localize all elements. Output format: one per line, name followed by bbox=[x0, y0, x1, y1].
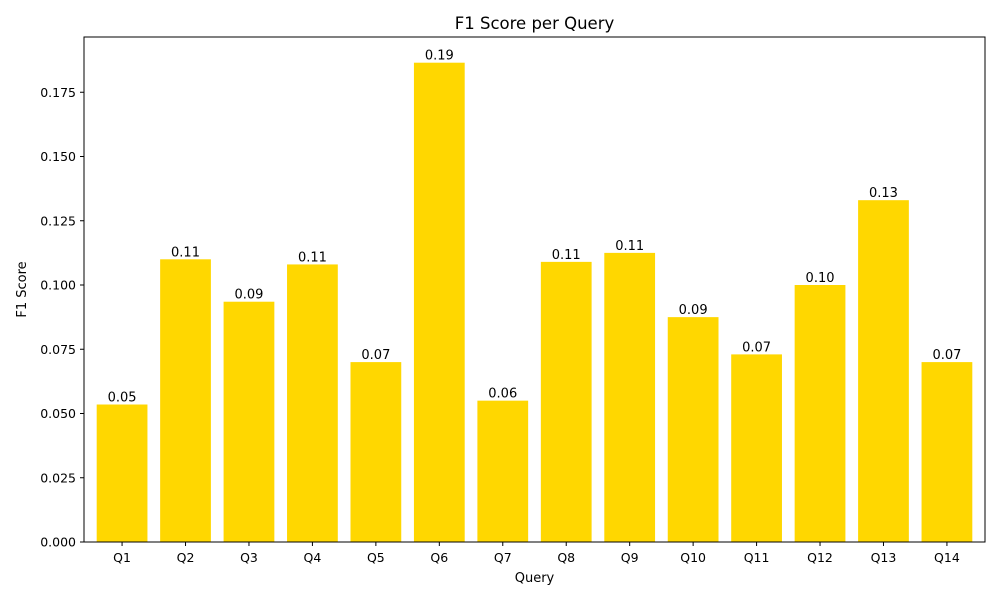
bar-q2 bbox=[160, 259, 211, 542]
x-tick-label-q4: Q4 bbox=[304, 550, 322, 565]
data-label-q6: 0.19 bbox=[425, 49, 454, 64]
data-label-q12: 0.10 bbox=[806, 271, 835, 286]
bar-q4 bbox=[287, 264, 338, 542]
bar-q11 bbox=[731, 354, 782, 542]
data-label-q1: 0.05 bbox=[108, 391, 137, 406]
x-tick-label-q14: Q14 bbox=[934, 550, 960, 565]
y-tick-label: 0.125 bbox=[40, 213, 76, 228]
y-tick-label: 0.000 bbox=[40, 535, 76, 550]
y-tick-label: 0.075 bbox=[40, 342, 76, 357]
data-label-q2: 0.11 bbox=[171, 245, 200, 260]
x-tick-label-q3: Q3 bbox=[240, 550, 258, 565]
plot-area-frame bbox=[83, 36, 986, 543]
data-label-q13: 0.13 bbox=[869, 186, 898, 201]
data-label-q5: 0.07 bbox=[361, 348, 390, 363]
y-tick-label: 0.100 bbox=[40, 278, 76, 293]
x-tick-label-q10: Q10 bbox=[680, 550, 706, 565]
data-label-q8: 0.11 bbox=[552, 248, 581, 263]
bar-q12 bbox=[794, 285, 846, 542]
data-label-q10: 0.09 bbox=[679, 303, 708, 318]
data-labels-group: 0.05 0.11 0.09 0.11 0.07 0.19 0.06 0.11 0.11 0.09… bbox=[108, 49, 962, 406]
data-label-q14: 0.07 bbox=[932, 348, 961, 363]
x-tick-label-q9: Q9 bbox=[621, 550, 639, 565]
y-tick-label: 0.150 bbox=[40, 149, 76, 164]
y-tick-label: 0.025 bbox=[40, 470, 76, 485]
x-tick-label-q11: Q11 bbox=[744, 550, 770, 565]
x-tick-label-q12: Q12 bbox=[807, 550, 833, 565]
data-label-q11: 0.07 bbox=[742, 340, 771, 355]
data-label-q4: 0.11 bbox=[298, 250, 327, 265]
y-axis: 0.000 0.025 0.050 0.075 0.100 0.125 0.150 0.175 bbox=[40, 85, 84, 550]
bar-q10 bbox=[667, 317, 719, 542]
data-label-q7: 0.06 bbox=[488, 387, 517, 402]
bar-q9 bbox=[604, 252, 656, 542]
chart-title: F1 Score per Query bbox=[455, 14, 615, 33]
bar-q3 bbox=[223, 301, 275, 542]
x-tick-label-q13: Q13 bbox=[871, 550, 897, 565]
bar-q6 bbox=[413, 62, 465, 542]
y-tick-label: 0.175 bbox=[40, 85, 76, 100]
bar-q7 bbox=[477, 400, 529, 542]
x-tick-label-q5: Q5 bbox=[367, 550, 385, 565]
bar-q1 bbox=[96, 404, 148, 542]
x-tick-label-q6: Q6 bbox=[430, 550, 448, 565]
bar-q5 bbox=[350, 362, 402, 542]
y-axis-title: F1 Score bbox=[15, 261, 30, 317]
data-label-q9: 0.11 bbox=[615, 239, 644, 254]
bars-group bbox=[96, 62, 973, 542]
bar-q14 bbox=[921, 362, 973, 542]
x-tick-label-q8: Q8 bbox=[557, 550, 575, 565]
data-label-q3: 0.09 bbox=[234, 288, 263, 303]
bar-q8 bbox=[540, 261, 592, 542]
x-axis-title: Query bbox=[515, 571, 555, 586]
x-tick-label-q1: Q1 bbox=[113, 550, 131, 565]
x-tick-label-q7: Q7 bbox=[494, 550, 512, 565]
x-axis: Q1 Q2 Q3 Q4 Q5 Q6 Q7 Q8 Q9 Q10 Q11 Q12 Q13 Q14 bbox=[113, 542, 960, 565]
x-tick-label-q2: Q2 bbox=[177, 550, 195, 565]
y-tick-label: 0.050 bbox=[40, 406, 76, 421]
bar-q13 bbox=[858, 200, 909, 542]
